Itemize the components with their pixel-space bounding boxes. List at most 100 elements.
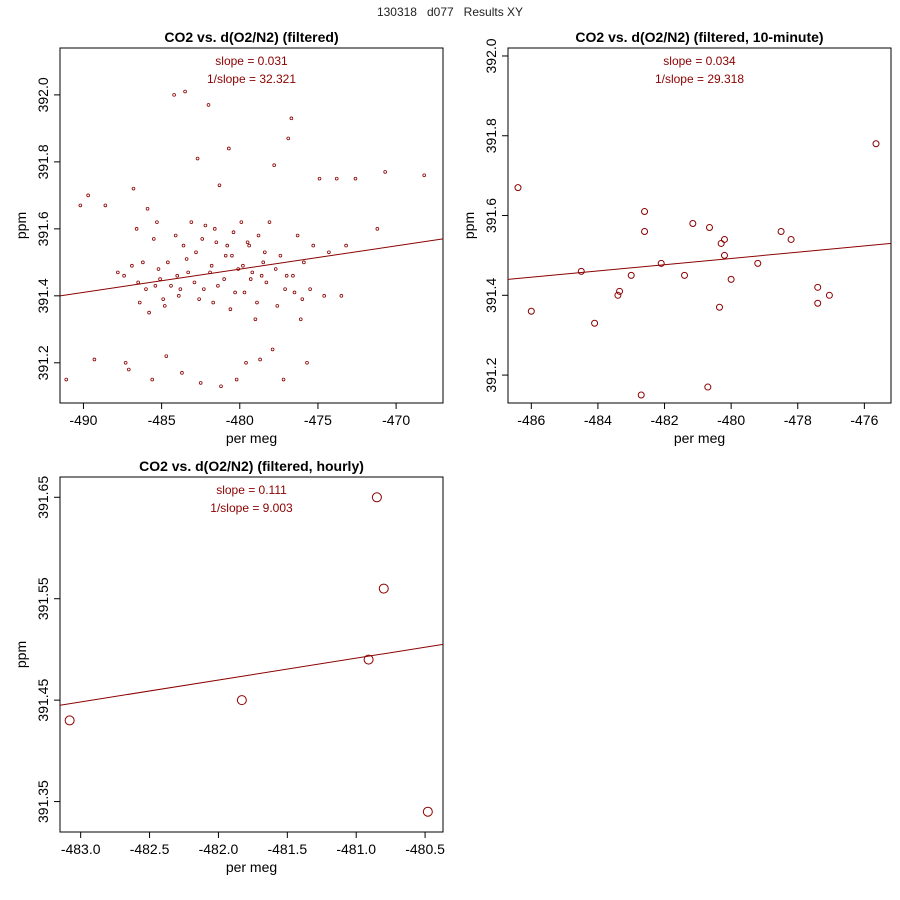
y-tick-label: 391.2	[35, 345, 51, 380]
data-point	[103, 203, 108, 208]
data-point	[787, 235, 795, 243]
data-point	[150, 377, 155, 382]
data-point	[292, 290, 297, 295]
data-point	[641, 227, 649, 235]
data-point	[422, 173, 427, 178]
plot-frame	[59, 47, 444, 404]
data-point	[162, 304, 167, 308]
x-tick-label: -481.5	[267, 841, 307, 857]
data-point	[383, 170, 387, 174]
y-axis-label: ppm	[461, 212, 477, 239]
data-point	[130, 263, 134, 268]
x-tick-label: -470	[382, 412, 410, 428]
data-point	[178, 287, 183, 291]
data-point	[291, 273, 295, 278]
data-point	[422, 806, 433, 817]
data-point	[353, 176, 358, 181]
y-tick-label: 391.35	[35, 780, 51, 823]
data-point	[305, 361, 309, 365]
data-point	[727, 275, 735, 283]
data-point	[144, 287, 148, 291]
data-point	[175, 273, 180, 278]
data-point	[234, 377, 239, 382]
data-point	[514, 184, 522, 192]
data-point	[203, 223, 208, 228]
data-point	[344, 243, 348, 248]
x-tick-label: -485	[148, 412, 176, 428]
data-point	[230, 253, 234, 258]
data-point	[375, 227, 380, 231]
slope-annotation: slope = 0.034	[663, 54, 736, 68]
data-point	[273, 267, 278, 271]
data-point	[180, 371, 184, 375]
data-point	[289, 116, 294, 121]
data-point	[244, 361, 248, 365]
x-tick-label: -480.5	[405, 841, 445, 857]
plot-frame	[59, 476, 444, 833]
y-tick-label: 391.6	[483, 198, 499, 233]
data-point	[264, 280, 269, 285]
data-point	[216, 283, 220, 288]
data-point	[126, 367, 131, 372]
x-axis-label: per meg	[226, 430, 277, 446]
y-tick-label: 391.8	[35, 144, 51, 179]
data-point	[206, 103, 211, 107]
y-tick-label: 391.4	[483, 278, 499, 313]
data-point	[227, 146, 231, 151]
data-point	[64, 377, 69, 382]
data-point	[258, 357, 262, 362]
data-point	[195, 156, 200, 161]
data-point	[256, 233, 261, 238]
data-point	[236, 267, 241, 271]
data-point	[641, 208, 649, 216]
data-point	[147, 310, 151, 315]
y-tick-label: 392.0	[483, 38, 499, 73]
x-tick-label: -482	[651, 412, 679, 428]
y-tick-label: 391.8	[483, 118, 499, 153]
data-point	[219, 384, 223, 389]
data-point	[302, 260, 306, 265]
data-point	[134, 227, 139, 231]
data-point	[872, 140, 880, 148]
data-point	[141, 260, 145, 265]
data-point	[270, 347, 275, 352]
data-point	[278, 253, 283, 258]
y-tick-label: 391.2	[483, 357, 499, 392]
data-point	[715, 303, 723, 311]
plot-frame	[507, 47, 892, 404]
data-point	[209, 263, 214, 268]
data-point	[198, 381, 203, 385]
data-point	[627, 271, 635, 279]
data-point	[212, 227, 217, 231]
regression-line	[508, 242, 891, 280]
data-point	[242, 290, 247, 295]
data-point	[214, 240, 219, 245]
data-point	[281, 377, 286, 382]
data-point	[371, 492, 382, 503]
data-point	[616, 287, 624, 295]
data-point	[591, 319, 599, 327]
data-point	[194, 250, 198, 255]
data-point	[689, 220, 697, 228]
data-point	[754, 259, 762, 267]
data-point	[250, 270, 255, 275]
slope-annotation: slope = 0.031	[215, 54, 288, 68]
data-point	[217, 183, 222, 188]
data-point	[657, 259, 665, 267]
x-tick-label: -476	[850, 412, 878, 428]
data-point	[145, 206, 150, 211]
data-point	[123, 361, 128, 365]
inverse-slope-annotation: 1/slope = 9.003	[210, 501, 293, 515]
data-point	[334, 176, 339, 181]
y-tick-label: 391.6	[35, 211, 51, 246]
data-point	[231, 230, 236, 234]
data-point	[245, 240, 250, 245]
data-point	[122, 273, 126, 278]
data-point	[295, 233, 300, 238]
data-point	[192, 280, 197, 285]
y-tick-label: 391.45	[35, 679, 51, 722]
panel-title: CO2 vs. d(O2/N2) (filtered, hourly)	[139, 458, 364, 474]
x-tick-label: -484	[584, 412, 612, 428]
regression-line	[60, 238, 443, 297]
